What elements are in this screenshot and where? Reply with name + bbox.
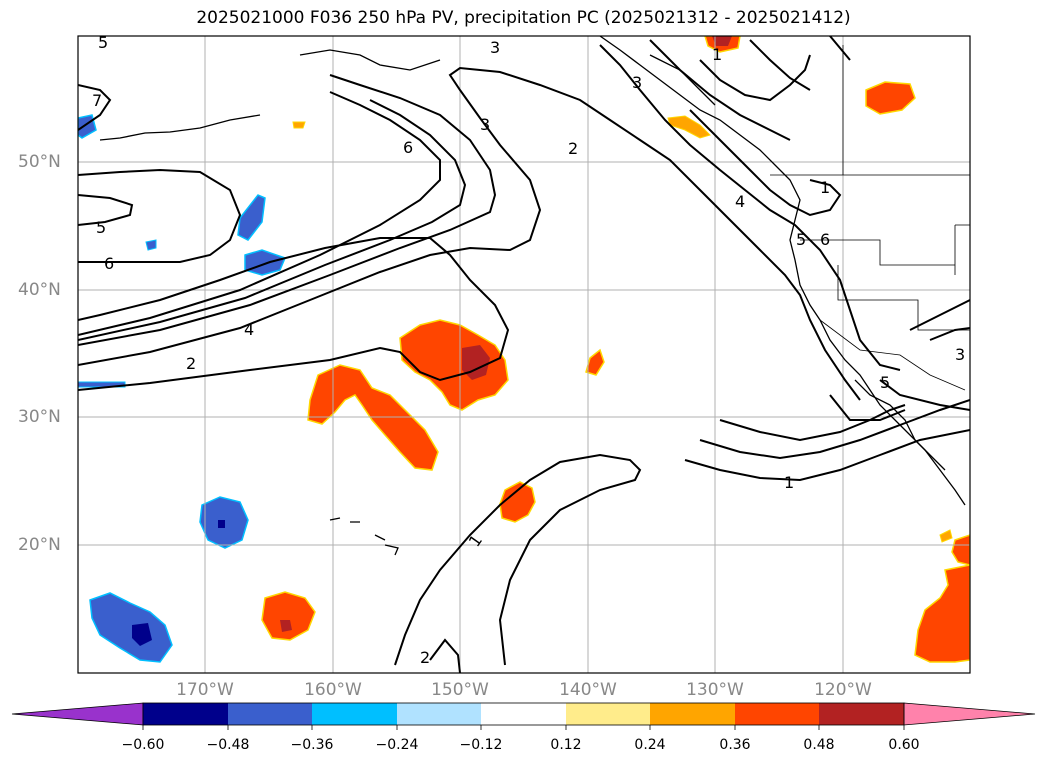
precip-neg-blob-w-core [132, 623, 152, 646]
contour-label: 2 [568, 139, 578, 158]
precip-blob-central [399, 319, 509, 411]
contour-label: 1 [784, 473, 794, 492]
graticule [78, 36, 970, 673]
precip-blob-se-small [951, 534, 970, 566]
map-frame [77, 35, 971, 674]
colorbar-tick-label: 0.36 [719, 737, 751, 753]
political-borders [770, 45, 970, 391]
contour-label: 5 [796, 230, 806, 249]
colorbar-tick-label: 0.60 [888, 737, 920, 753]
precip-blob-ne-land [865, 81, 916, 115]
precipitation-negative-blobs [78, 114, 286, 663]
precip-neg-blob-mid-core [218, 520, 225, 528]
precip-blob-top-coast-core [712, 36, 732, 46]
colorbar-segment [312, 703, 397, 725]
lat-label-40n: 40°N [18, 280, 61, 300]
contour-label: 4 [735, 192, 745, 211]
colorbar-segment [735, 703, 819, 725]
contour-label: 2 [420, 648, 430, 667]
contour-label: 2 [186, 354, 196, 373]
lon-label-150w: 150°W [431, 680, 489, 700]
precip-neg-blob-n2 [237, 194, 266, 241]
colorbar-frame [142, 702, 905, 726]
lon-label-130w: 130°W [686, 680, 744, 700]
precip-blob-se-dot [939, 529, 953, 543]
contour-label: 5 [880, 373, 890, 392]
lon-label-160w: 160°W [304, 680, 362, 700]
contour-label: 3 [955, 345, 965, 364]
contour-label: 3 [490, 38, 500, 57]
lon-label-170w: 170°W [176, 680, 234, 700]
contour-label: 6 [820, 230, 830, 249]
precip-blob-sw-core [280, 620, 292, 632]
colorbar-extend-right [903, 702, 1036, 726]
contour-label: 1 [712, 45, 722, 64]
map-title: 2025021000 F036 250 hPa PV, precipitatio… [196, 8, 851, 28]
colorbar-segment [143, 703, 228, 725]
contour-label: 1 [820, 178, 830, 197]
colorbar-segment [819, 703, 904, 725]
colorbar-tick-label: −0.36 [290, 737, 334, 753]
colorbar-tick-label: −0.60 [121, 737, 165, 753]
colorbar-extend-left [11, 702, 144, 726]
colorbar [11, 702, 1036, 730]
precip-neg-blob-tiny [145, 239, 157, 251]
contour-label: 3 [632, 73, 642, 92]
pv-contours [78, 36, 970, 673]
precip-blob-sw [261, 591, 316, 641]
precip-blob-coast-small [667, 115, 711, 139]
lat-label-20n: 20°N [18, 535, 61, 555]
colorbar-segment [228, 703, 312, 725]
colorbar-segment [566, 703, 650, 725]
contour-label: 6 [104, 254, 114, 273]
contour-label: 6 [403, 138, 413, 157]
contour-label: 5 [96, 218, 106, 237]
colorbar-segment [397, 703, 481, 725]
contour-label: 5 [98, 33, 108, 52]
colorbar-tick-label: 0.48 [803, 737, 835, 753]
map-plot-area: 5 7 5 6 4 2 6 3 3 2 3 1 4 5 6 1 1 2 3 5 … [78, 33, 970, 673]
colorbar-segment [481, 703, 566, 725]
colorbar-segment [650, 703, 735, 725]
precip-neg-blob-w [89, 592, 173, 663]
contour-label: 7 [92, 91, 102, 110]
colorbar-tick-label: −0.24 [375, 737, 419, 753]
lat-label-30n: 30°N [18, 407, 61, 427]
lon-label-140w: 140°W [559, 680, 617, 700]
colorbar-tick-label: 0.12 [550, 737, 582, 753]
contour-label: 4 [244, 320, 254, 339]
colorbar-tick-label: −0.12 [459, 737, 503, 753]
lat-label-50n: 50°N [18, 152, 61, 172]
precip-blob-se [914, 564, 970, 663]
contour-label: 3 [480, 115, 490, 134]
colorbar-tick-label: 0.24 [634, 737, 666, 753]
precip-blob-tiny [292, 121, 306, 129]
precip-blob-small-ne [585, 348, 605, 376]
colorbar-tick-label: −0.48 [206, 737, 250, 753]
lon-label-120w: 120°W [814, 680, 872, 700]
